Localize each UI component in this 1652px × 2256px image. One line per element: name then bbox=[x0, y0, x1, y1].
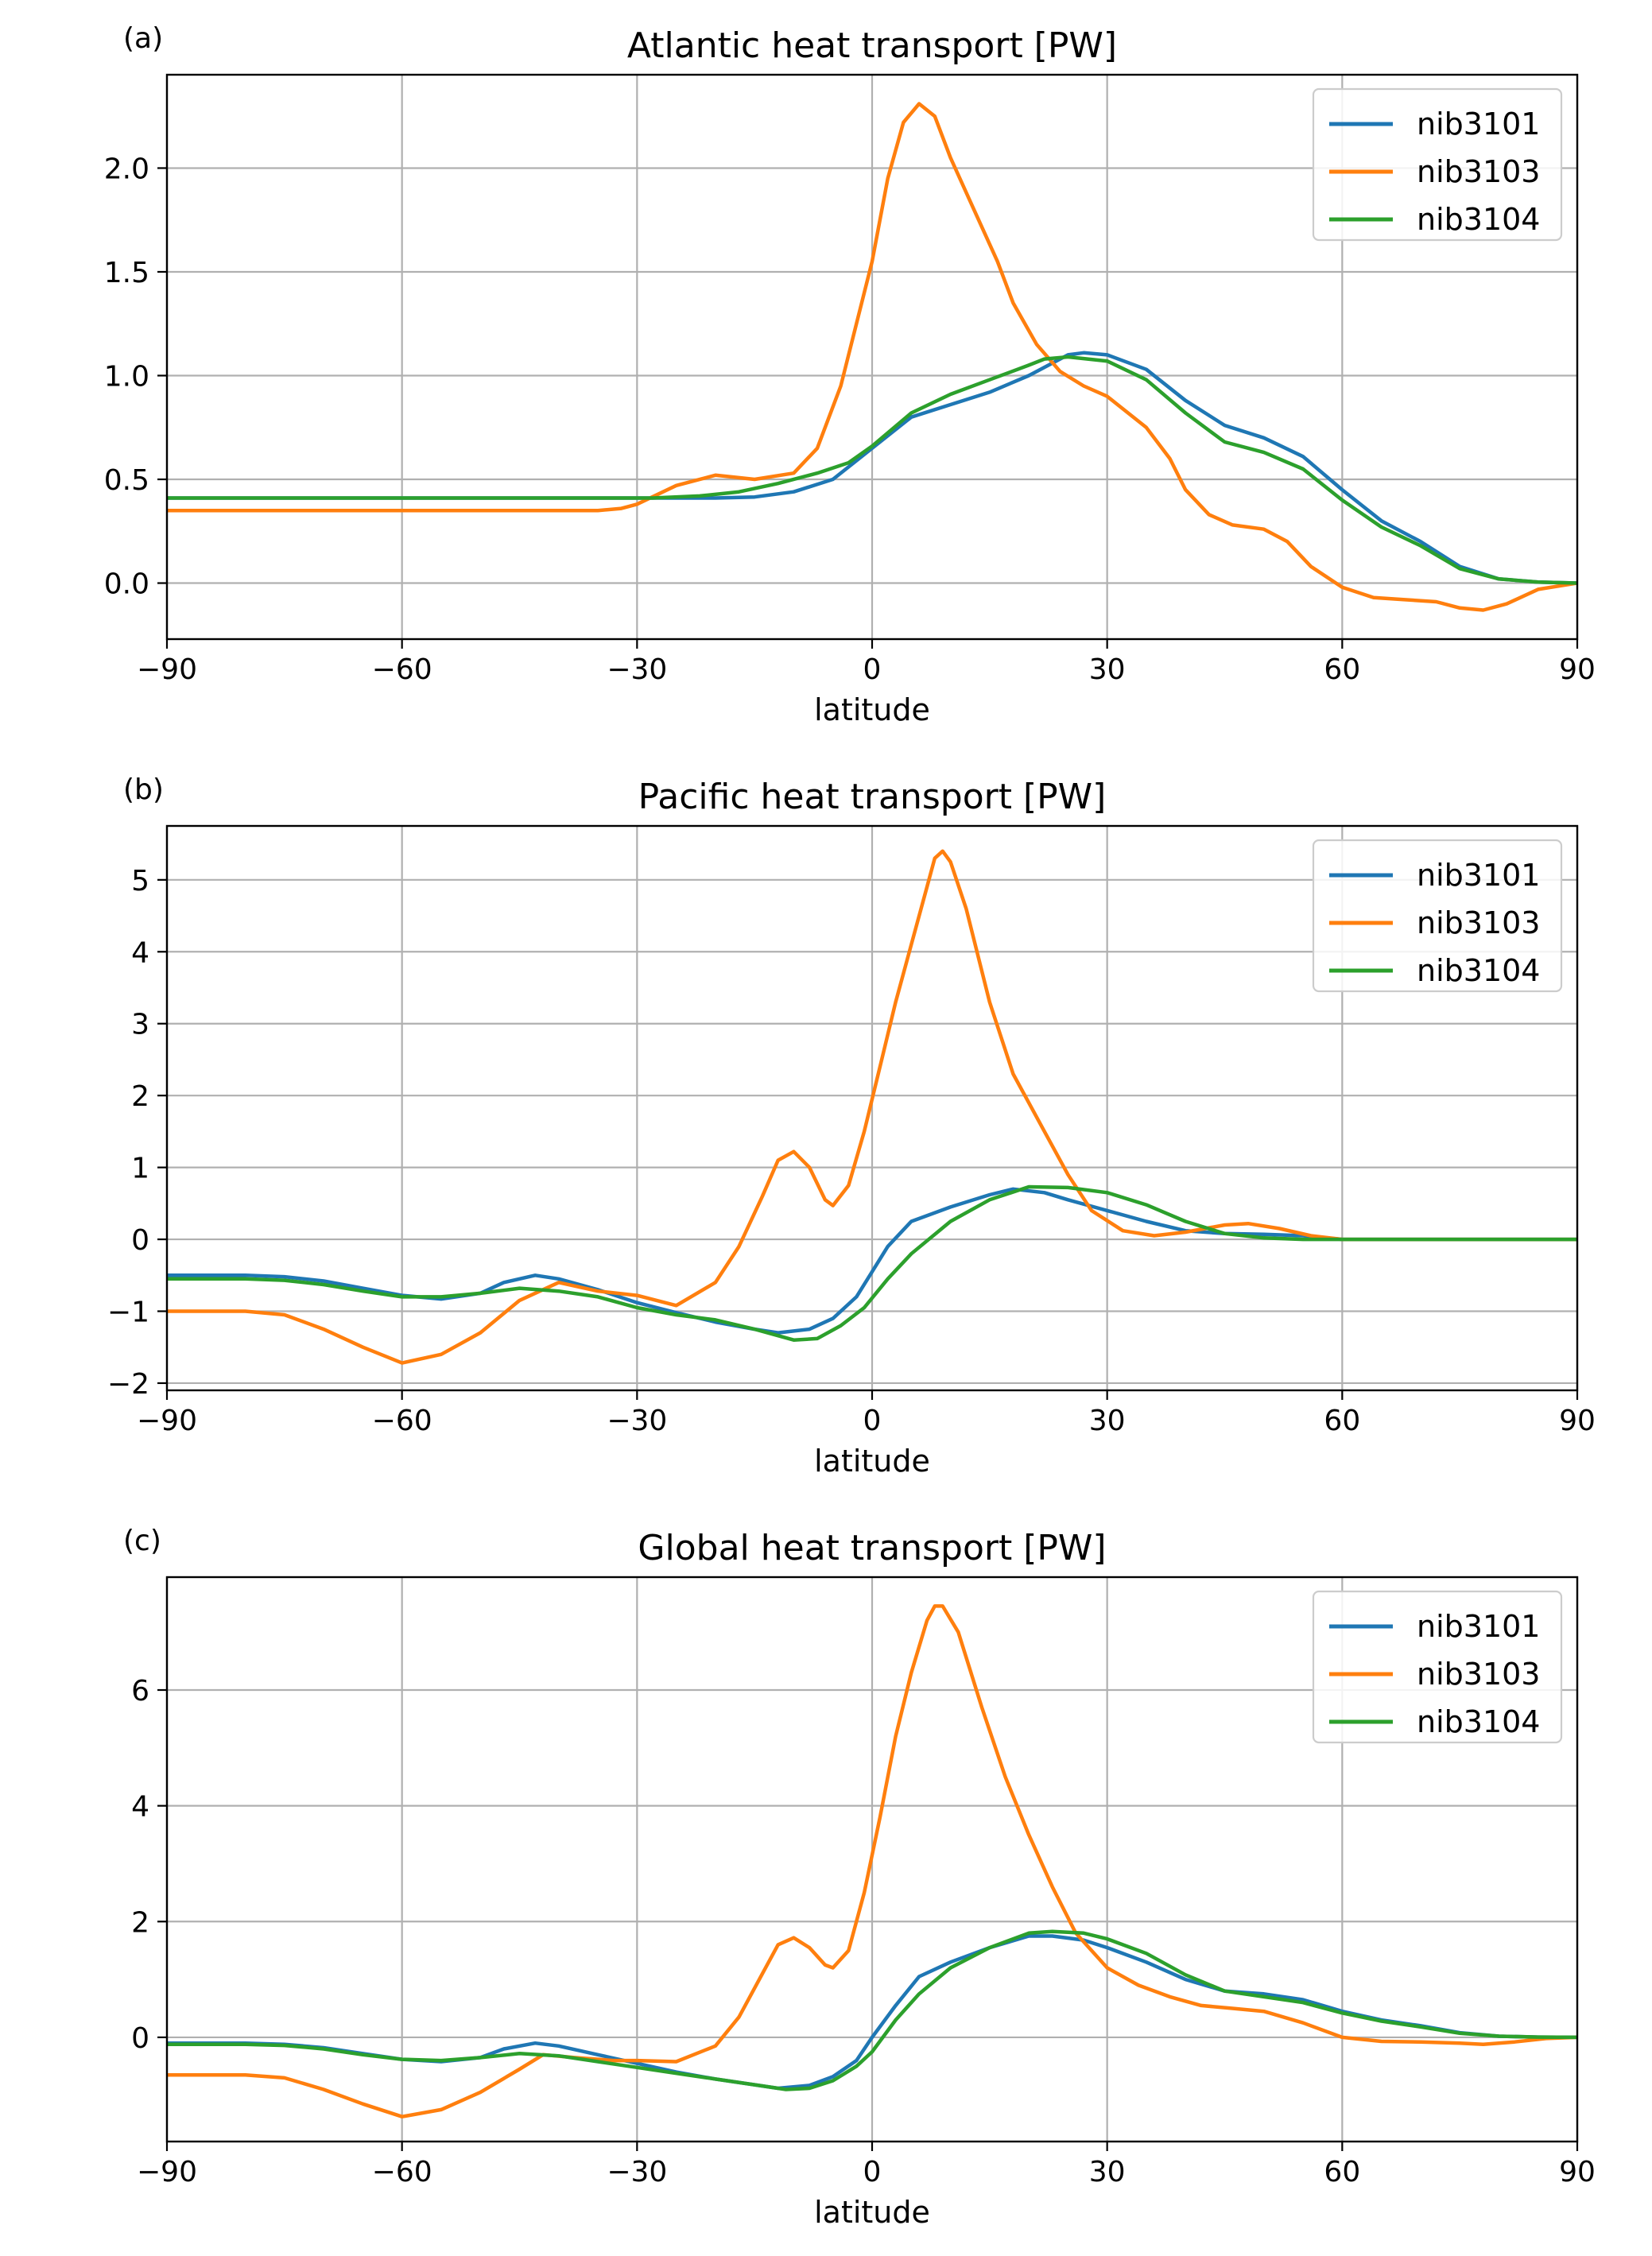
x-tick-label: 90 bbox=[1559, 2156, 1596, 2188]
x-tick-label: −30 bbox=[607, 653, 667, 686]
legend-box bbox=[1312, 87, 1563, 242]
series-line-nib3104 bbox=[167, 355, 1577, 585]
series-line-nib3103 bbox=[167, 849, 1577, 1365]
chart-title: Global heat transport [PW] bbox=[638, 1528, 1106, 1568]
x-tick-label: 30 bbox=[1089, 653, 1126, 686]
y-tick-label: 0 bbox=[131, 1224, 149, 1257]
chart-title: Atlantic heat transport [PW] bbox=[627, 25, 1117, 66]
x-tick-label: 90 bbox=[1559, 1405, 1596, 1437]
y-tick-label: 1.0 bbox=[104, 360, 149, 393]
x-tick-label: 90 bbox=[1559, 653, 1596, 686]
series-line-nib3104 bbox=[167, 1184, 1577, 1342]
x-tick-label: −60 bbox=[372, 2156, 432, 2188]
y-tick-label: 1.5 bbox=[104, 257, 149, 289]
legend: nib3101 nib3103 nib3104 bbox=[1312, 1590, 1563, 1744]
y-tick-label: 2.0 bbox=[104, 153, 149, 185]
chart-panel-1: −90 −60 −30 0 30 60 90 0.0 0.5 1.0 1.5 2.0 Atlantic … bbox=[104, 22, 1596, 727]
x-tick-label: −90 bbox=[137, 2156, 197, 2188]
legend-label: nib3104 bbox=[1417, 953, 1540, 988]
y-tick-label: 4 bbox=[131, 936, 149, 969]
chart-title: Pacific heat transport [PW] bbox=[638, 777, 1107, 817]
legend: nib3101 nib3103 nib3104 bbox=[1312, 839, 1563, 993]
y-tick-label: −2 bbox=[107, 1368, 149, 1401]
legend-label: nib3101 bbox=[1417, 1609, 1540, 1644]
x-tick-label: 60 bbox=[1324, 2156, 1360, 2188]
y-tick-label: 0.5 bbox=[104, 464, 149, 497]
legend-label: nib3104 bbox=[1417, 202, 1540, 237]
x-tick-label: −90 bbox=[137, 1405, 197, 1437]
x-tick-label: 0 bbox=[863, 653, 882, 686]
x-axis-label: latitude bbox=[814, 1444, 930, 1479]
series-line-nib3103 bbox=[167, 1604, 1577, 2118]
panel-label: (a) bbox=[123, 22, 163, 55]
y-tick-label: −1 bbox=[107, 1297, 149, 1329]
y-tick-label: 0.0 bbox=[104, 568, 149, 601]
panel-label: (c) bbox=[123, 1525, 161, 1557]
legend-label: nib3103 bbox=[1417, 905, 1540, 940]
y-tick-label: 5 bbox=[131, 865, 149, 897]
series-line-nib3104 bbox=[167, 1929, 1577, 2091]
legend-label: nib3104 bbox=[1417, 1704, 1540, 1739]
y-tick-label: 4 bbox=[131, 1791, 149, 1824]
x-axis-label: latitude bbox=[814, 692, 930, 727]
legend-label: nib3101 bbox=[1417, 107, 1540, 141]
legend-box bbox=[1312, 839, 1563, 993]
chart-panel-2: −90 −60 −30 0 30 60 90 −2 −1 0 1 2 3 4 5 Pacific heat t… bbox=[107, 773, 1596, 1479]
x-tick-label: 60 bbox=[1324, 653, 1360, 686]
y-tick-label: 1 bbox=[131, 1153, 149, 1185]
x-tick-label: −90 bbox=[137, 653, 197, 686]
legend-label: nib3103 bbox=[1417, 1657, 1540, 1692]
x-tick-label: −60 bbox=[372, 1405, 432, 1437]
y-tick-label: 3 bbox=[131, 1009, 149, 1041]
legend: nib3101 nib3103 nib3104 bbox=[1312, 87, 1563, 242]
x-tick-label: −30 bbox=[607, 2156, 667, 2188]
legend-box bbox=[1312, 1590, 1563, 1744]
panel-label: (b) bbox=[123, 773, 164, 806]
x-tick-label: 60 bbox=[1324, 1405, 1360, 1437]
x-tick-label: 30 bbox=[1089, 1405, 1126, 1437]
y-tick-label: 2 bbox=[131, 1906, 149, 1939]
y-tick-label: 2 bbox=[131, 1080, 149, 1113]
legend-label: nib3101 bbox=[1417, 858, 1540, 893]
series-line-nib3101 bbox=[167, 351, 1577, 585]
x-tick-label: 0 bbox=[863, 1405, 882, 1437]
x-tick-label: −60 bbox=[372, 653, 432, 686]
x-axis-label: latitude bbox=[814, 2195, 930, 2230]
y-tick-label: 0 bbox=[131, 2022, 149, 2055]
chart-panel-3: −90 −60 −30 0 30 60 90 0 2 4 6 Global heat transpor… bbox=[123, 1525, 1596, 2230]
y-tick-label: 6 bbox=[131, 1675, 149, 1708]
x-tick-label: −30 bbox=[607, 1405, 667, 1437]
x-tick-label: 0 bbox=[863, 2156, 882, 2188]
x-tick-label: 30 bbox=[1089, 2156, 1126, 2188]
legend-label: nib3103 bbox=[1417, 154, 1540, 189]
series-line-nib3103 bbox=[167, 102, 1577, 612]
